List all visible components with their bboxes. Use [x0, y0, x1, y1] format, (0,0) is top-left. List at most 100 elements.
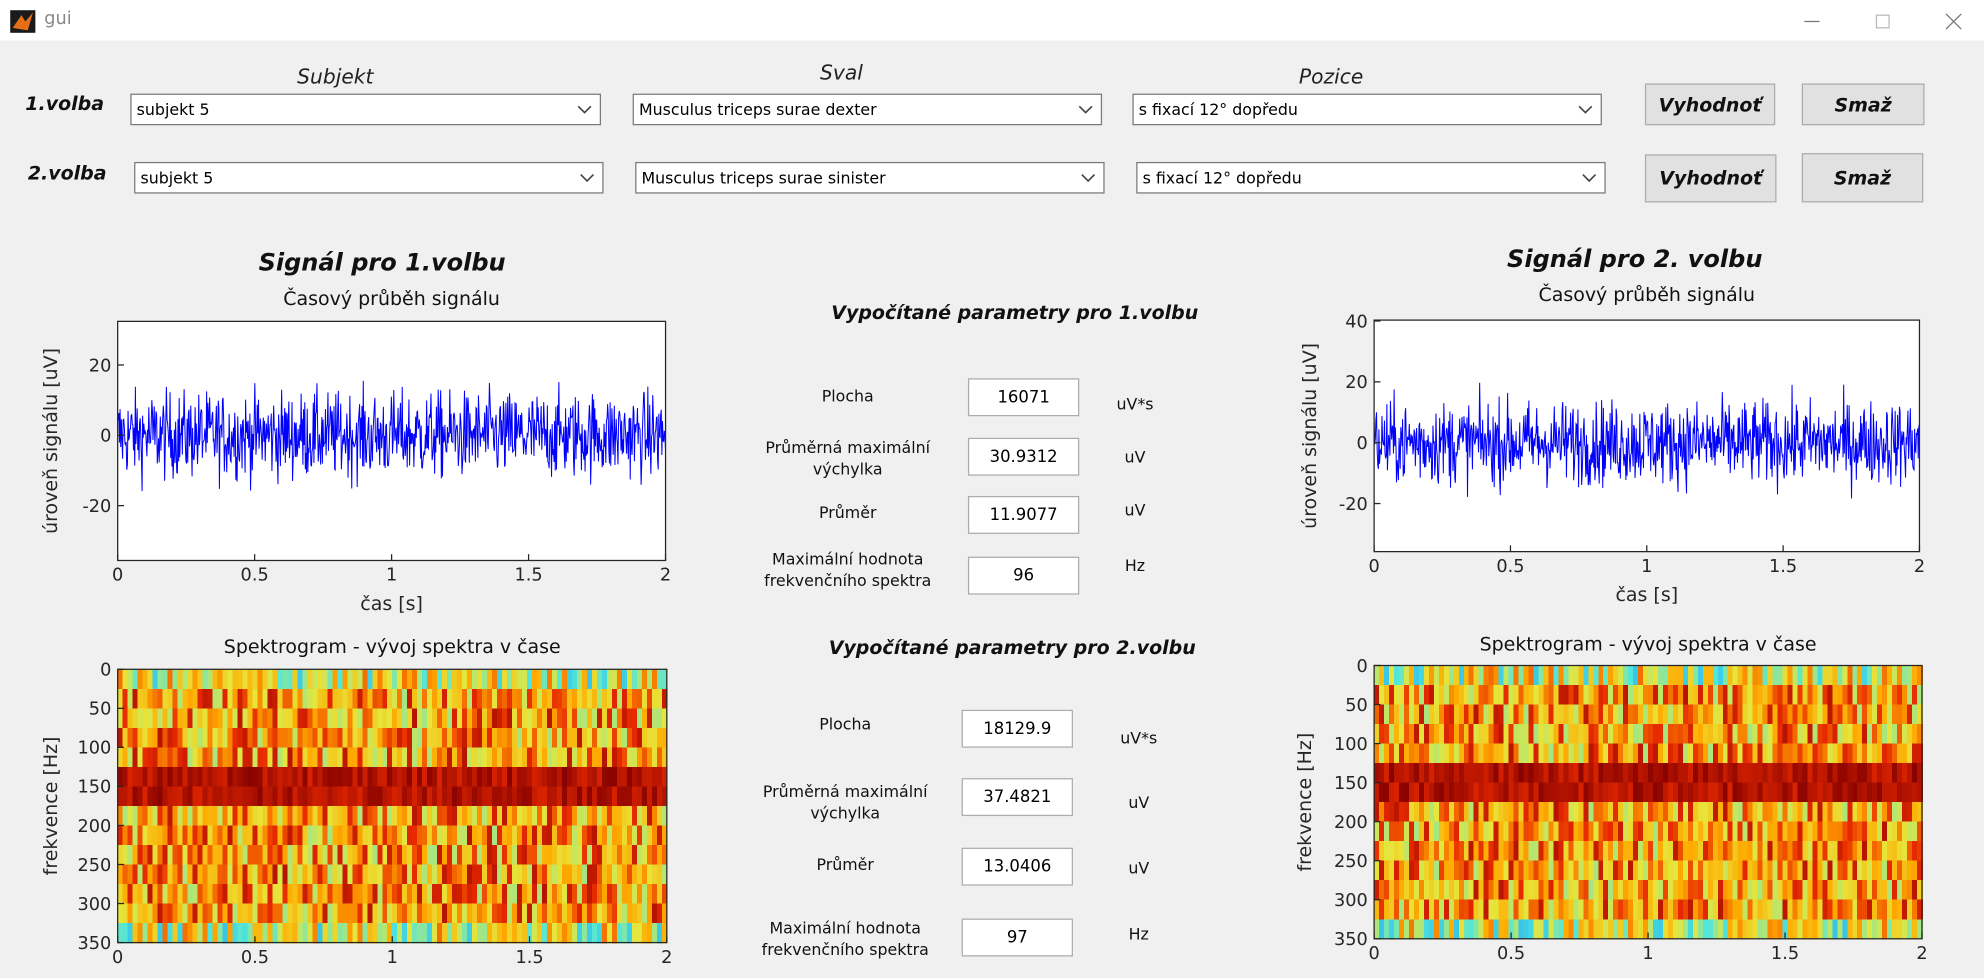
spectrogram-cell: [1788, 685, 1794, 705]
spectrogram-cell: [477, 728, 483, 748]
dropdown[interactable]: subjekt 5: [134, 162, 603, 194]
spectrogram-cell: [223, 864, 229, 884]
spectrogram-cell: [1852, 685, 1858, 705]
spectrogram-cell: [432, 689, 438, 709]
spectrogram-cell: [1588, 841, 1594, 861]
dropdown[interactable]: subjekt 5: [130, 94, 601, 126]
evaluate-button[interactable]: Vyhodnoť: [1645, 154, 1777, 202]
spectrogram-cell: [1588, 783, 1594, 803]
spectrogram-cell: [1653, 705, 1659, 725]
dropdown[interactable]: Musculus triceps surae dexter: [633, 94, 1102, 126]
spectrogram-cell: [1832, 724, 1838, 744]
spectrogram-cell: [1718, 685, 1724, 705]
spectrogram-cell: [1474, 665, 1480, 685]
spectrogram-cell: [537, 904, 543, 924]
spectrogram-cell: [1439, 861, 1445, 881]
spectrogram-cell: [1509, 861, 1515, 881]
spectrogram-cell: [168, 825, 174, 845]
spectrogram-cell: [163, 864, 169, 884]
spectrogram-cell: [1723, 802, 1729, 822]
spectrogram-cell: [1882, 919, 1888, 939]
param-value: 16071: [968, 378, 1079, 416]
spectrogram-cell: [1464, 705, 1470, 725]
clear-button[interactable]: Smaž: [1802, 153, 1923, 202]
spectrogram-cell: [1783, 665, 1789, 685]
spectrogram-cell: [1857, 900, 1863, 920]
spectrogram-cell: [1529, 724, 1535, 744]
spectrogram-cell: [1753, 665, 1759, 685]
spectrogram-cell: [1773, 783, 1779, 803]
spectrogram-cell: [1862, 665, 1868, 685]
spectrogram-cell: [138, 904, 144, 924]
spectrogram-cell: [1812, 705, 1818, 725]
spectrogram-cell: [527, 747, 533, 767]
spectrogram-cell: [1469, 705, 1475, 725]
spectrogram-cell: [402, 864, 408, 884]
spectrogram-cell: [1822, 685, 1828, 705]
spectrogram-cell: [642, 806, 648, 826]
spectrogram-cell: [462, 728, 468, 748]
spectrogram-cell: [247, 825, 253, 845]
spectrogram-cell: [1484, 919, 1490, 939]
spectrogram-cell: [1758, 705, 1764, 725]
spectrogram-cell: [1504, 685, 1510, 705]
spectrogram-cell: [1558, 900, 1564, 920]
spectrogram-cell: [327, 669, 333, 689]
spectrogram-cell: [153, 786, 159, 806]
dropdown[interactable]: s fixací 12° dopředu: [1132, 94, 1601, 126]
spectrogram-cell: [1817, 724, 1823, 744]
dropdown[interactable]: s fixací 12° dopředu: [1136, 162, 1605, 194]
spectrogram-cell: [1852, 744, 1858, 764]
y-tick-label: 20: [89, 356, 112, 376]
spectrogram-cell: [158, 689, 164, 709]
spectrogram-cell: [1718, 665, 1724, 685]
spectrogram-cell: [1827, 841, 1833, 861]
spectrogram-cell: [193, 923, 199, 943]
spectrogram-cell: [452, 884, 458, 904]
spectrogram-cell: [1897, 783, 1903, 803]
spectrogram-cell: [542, 864, 548, 884]
spectrogram-cell: [612, 728, 618, 748]
spectrogram-cell: [1693, 665, 1699, 685]
spectrogram-cell: [287, 747, 293, 767]
spectrogram-cell: [128, 689, 134, 709]
spectrogram-cell: [1444, 822, 1450, 842]
spectrogram-cell: [1558, 880, 1564, 900]
spectrogram-cell: [1708, 724, 1714, 744]
spectrogram-cell: [1683, 802, 1689, 822]
spectrogram-cell: [1862, 919, 1868, 939]
spectrogram-cell: [542, 669, 548, 689]
spectrogram-cell: [622, 806, 628, 826]
spectrogram-cell: [213, 689, 219, 709]
spectrogram-cell: [1802, 685, 1808, 705]
spectrogram-cell: [477, 806, 483, 826]
spectrogram-cell: [1653, 919, 1659, 939]
spectrogram-cell: [1454, 724, 1460, 744]
spectrogram-cell: [262, 708, 268, 728]
spectrogram-cell: [1543, 783, 1549, 803]
evaluate-button[interactable]: Vyhodnoť: [1645, 84, 1775, 126]
param-unit: uV: [1125, 447, 1146, 466]
spectrogram-cell: [262, 904, 268, 924]
spectrogram-cell: [1578, 802, 1584, 822]
spectrogram-cell: [442, 708, 448, 728]
spectrogram-cell: [1593, 685, 1599, 705]
spectrogram-cell: [1454, 685, 1460, 705]
spectrogram-cell: [372, 923, 378, 943]
spectrogram-cell: [617, 806, 623, 826]
spectrogram-cell: [1773, 665, 1779, 685]
spectrogram-cell: [597, 708, 603, 728]
spectrogram-cell: [1768, 783, 1774, 803]
spectrogram-cell: [1773, 880, 1779, 900]
dropdown[interactable]: Musculus triceps surae sinister: [635, 162, 1104, 194]
spectrogram-cell: [153, 904, 159, 924]
spectrogram-cell: [1902, 919, 1908, 939]
clear-button[interactable]: Smaž: [1802, 84, 1925, 126]
spectrogram-cell: [367, 806, 373, 826]
spectrogram-cell: [188, 689, 194, 709]
spectrogram-cell: [482, 747, 488, 767]
spectrogram-cell: [652, 669, 658, 689]
spectrogram-cell: [193, 864, 199, 884]
spectrogram-cell: [1384, 705, 1390, 725]
spectrogram-cell: [482, 786, 488, 806]
